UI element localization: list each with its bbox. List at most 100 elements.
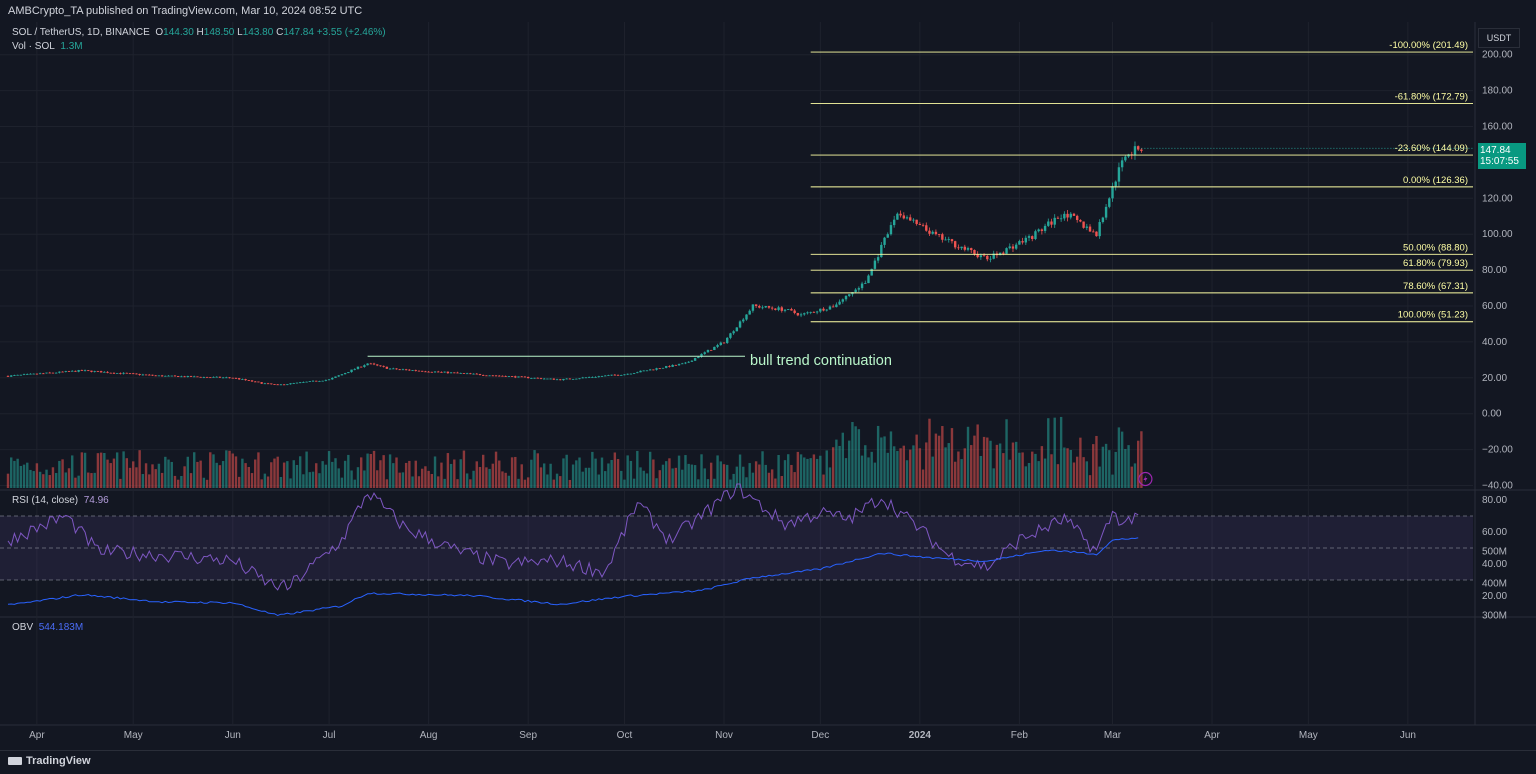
- volume-bar: [989, 440, 992, 488]
- obv-tick-label: 400M: [1482, 579, 1507, 590]
- volume-bar: [16, 458, 19, 488]
- volume-bar: [29, 469, 32, 488]
- volume-bar: [26, 462, 29, 488]
- candle-body: [71, 370, 74, 372]
- candle-body: [889, 225, 893, 235]
- rsi-line: [7, 483, 1139, 591]
- volume-bar: [443, 478, 446, 488]
- volume-bar: [6, 473, 10, 488]
- candle-body: [1079, 219, 1082, 222]
- candle-body: [1034, 231, 1037, 239]
- volume-bar: [1053, 417, 1056, 488]
- candle-body: [241, 379, 244, 380]
- candle-body: [793, 310, 796, 314]
- candle-body: [1002, 252, 1005, 254]
- candle-body: [295, 382, 299, 384]
- volume-legend[interactable]: Vol · SOL 1.3M: [12, 41, 83, 52]
- candle-body: [90, 370, 93, 372]
- lightning-icon: [1138, 471, 1153, 487]
- symbol-name[interactable]: SOL / TetherUS, 1D, BINANCE: [12, 27, 150, 38]
- candle-body: [604, 375, 607, 377]
- candle-body: [1088, 226, 1092, 232]
- candle-body: [388, 368, 392, 370]
- candle-body: [501, 375, 504, 377]
- x-tick-label: Jun: [1400, 730, 1416, 741]
- volume-bar: [119, 478, 122, 488]
- candle-body: [382, 365, 385, 367]
- rsi-legend[interactable]: RSI (14, close) 74.96: [12, 495, 109, 506]
- volume-bar: [912, 445, 915, 488]
- volume-bar: [437, 476, 440, 488]
- candle-body: [260, 382, 263, 384]
- candle-body: [848, 294, 851, 296]
- candle-body: [899, 213, 902, 216]
- candle-body: [864, 283, 867, 284]
- volume-bar: [568, 479, 572, 488]
- candle-body: [234, 377, 238, 379]
- candle-body: [215, 376, 218, 378]
- candle-body: [225, 377, 228, 379]
- volume-bar: [645, 473, 649, 488]
- candle-body: [831, 306, 835, 308]
- volume-bar: [475, 461, 478, 488]
- obv-legend[interactable]: OBV 544.183M: [12, 622, 83, 633]
- volume-bar: [655, 478, 658, 488]
- candle-body: [1053, 217, 1056, 225]
- x-tick-label: Dec: [811, 730, 829, 741]
- fib-level-label: 61.80% (79.93): [1403, 258, 1468, 269]
- candle-body: [1092, 231, 1095, 233]
- volume-bar: [180, 475, 183, 488]
- candle-body: [1095, 231, 1098, 237]
- candle-body: [453, 372, 456, 374]
- volume-bar: [838, 445, 841, 488]
- x-tick-label: Oct: [617, 730, 633, 741]
- candle-body: [449, 372, 453, 374]
- x-tick-label: Apr: [29, 730, 45, 741]
- volume-bar: [1082, 457, 1085, 488]
- candle-body: [103, 371, 106, 373]
- candle-body: [61, 371, 64, 373]
- candle-body: [327, 379, 331, 381]
- volume-bar: [22, 464, 26, 488]
- candle-body: [16, 374, 19, 376]
- candle-body: [340, 374, 344, 376]
- candle-body: [661, 367, 665, 369]
- candle-body: [1027, 236, 1031, 238]
- candle-body: [298, 382, 302, 384]
- volume-bar: [189, 473, 193, 488]
- volume-bar: [546, 474, 549, 488]
- candle-body: [918, 223, 922, 225]
- candle-body: [221, 377, 225, 379]
- volume-bar: [504, 472, 507, 488]
- trend-annotation[interactable]: bull trend continuation: [750, 353, 892, 369]
- volume-bar: [809, 458, 812, 488]
- volume-bar: [254, 459, 257, 488]
- fib-level-label: -61.80% (172.79): [1395, 92, 1468, 103]
- x-tick-label: Aug: [420, 730, 438, 741]
- volume-bar: [1047, 418, 1050, 488]
- currency-button[interactable]: USDT: [1478, 28, 1520, 48]
- candle-body: [401, 369, 405, 371]
- volume-bar: [751, 472, 755, 488]
- volume-bar: [738, 454, 742, 488]
- volume-bar: [424, 466, 427, 488]
- candle-body: [931, 231, 934, 234]
- symbol-legend[interactable]: SOL / TetherUS, 1D, BINANCE O144.30 H148…: [12, 27, 386, 38]
- volume-bar: [465, 473, 469, 488]
- volume-bar: [562, 458, 565, 488]
- volume-bar: [658, 470, 661, 488]
- candle-body: [790, 309, 793, 311]
- price-candles: [6, 141, 1473, 386]
- last-price-tag: 147.84 15:07:55: [1478, 143, 1526, 169]
- volume-bar: [38, 471, 42, 488]
- candle-body: [745, 314, 748, 320]
- y-tick-label: 200.00: [1482, 50, 1513, 61]
- volume-bar: [481, 454, 485, 488]
- rsi-tick-label: 80.00: [1482, 495, 1507, 506]
- candle-body: [1050, 221, 1053, 225]
- tradingview-logo[interactable]: TradingView: [8, 755, 91, 767]
- candle-body: [950, 239, 954, 242]
- candle-body: [652, 369, 655, 371]
- tradingview-icon: [8, 757, 22, 766]
